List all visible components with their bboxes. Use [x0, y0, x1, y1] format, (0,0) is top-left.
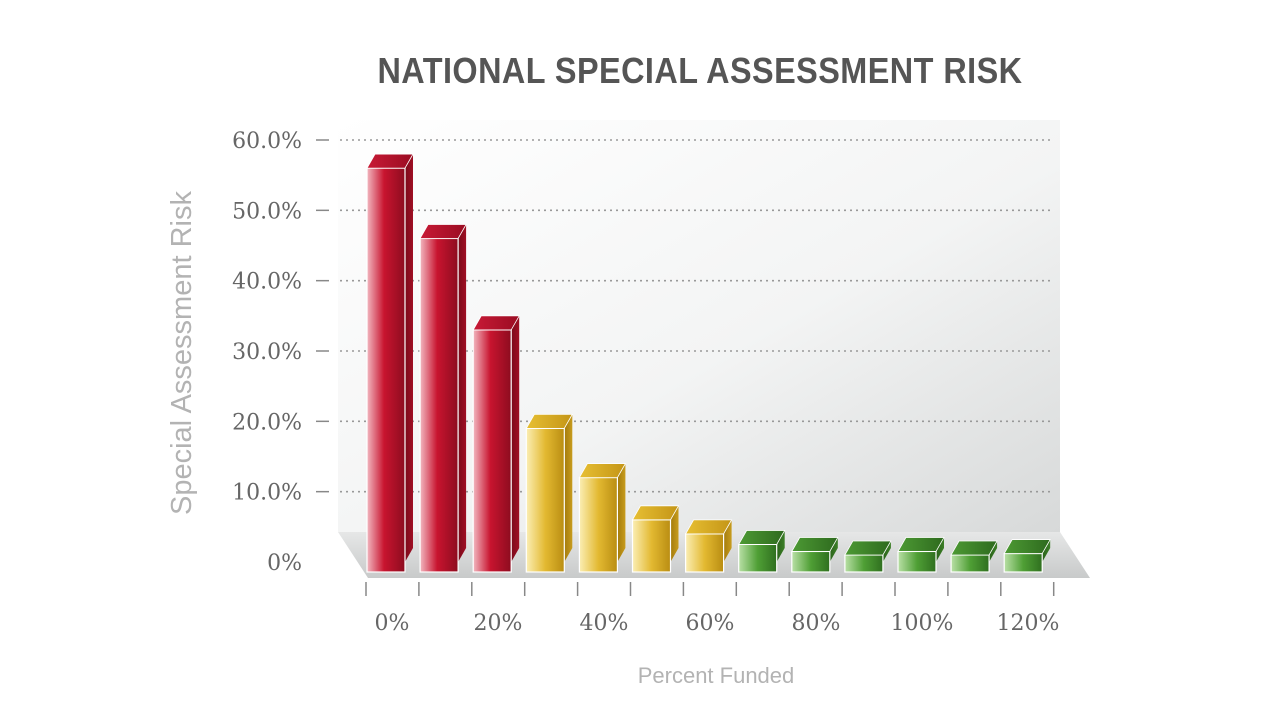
bar-side	[405, 154, 413, 562]
y-tick-label: 10.0%	[232, 481, 302, 506]
bar-front	[897, 550, 937, 573]
bar-top	[738, 530, 786, 545]
bar-side	[564, 414, 573, 562]
bar-side	[776, 530, 785, 562]
bar-front	[631, 519, 672, 573]
bar	[844, 540, 892, 573]
bar-front	[844, 554, 884, 573]
x-tick-label: 100%	[891, 611, 954, 636]
bar	[631, 505, 680, 573]
bar-front	[366, 167, 406, 573]
bar	[1003, 539, 1051, 573]
bar-top	[684, 519, 733, 535]
x-tick-label: 60%	[686, 611, 735, 636]
y-tick-label: 50.0%	[232, 199, 302, 224]
bar	[897, 537, 945, 573]
bar	[950, 540, 998, 573]
bar-top	[366, 153, 414, 169]
bar-front	[472, 329, 512, 573]
bar-top	[791, 537, 839, 552]
bar-side	[989, 540, 998, 562]
bar-side	[882, 540, 891, 562]
bar-front	[1003, 552, 1043, 573]
bar-top	[897, 537, 945, 552]
bar	[738, 530, 786, 573]
x-tick-label: 0%	[375, 611, 410, 636]
bar-front	[525, 427, 565, 573]
bar	[472, 315, 520, 573]
bar-side	[936, 537, 944, 562]
bar	[419, 224, 467, 573]
bar-side	[829, 537, 838, 562]
bar-front	[578, 477, 619, 573]
bar	[366, 153, 414, 573]
bar-front	[738, 543, 778, 573]
y-axis-label: Special Assessment Risk	[166, 191, 198, 515]
bar-top	[950, 540, 998, 556]
bar-side	[1042, 539, 1051, 562]
bar-front	[684, 533, 725, 573]
bar-top	[578, 463, 627, 479]
bar-top	[844, 540, 892, 556]
bar-side	[458, 224, 467, 562]
x-tick-label: 80%	[792, 611, 841, 636]
y-tick-label: 30.0%	[232, 340, 302, 365]
bar-top	[419, 224, 467, 239]
bar-side	[670, 505, 679, 562]
bar	[684, 519, 733, 573]
bar-front	[791, 550, 831, 573]
x-tick-label: 120%	[997, 611, 1060, 636]
bar	[525, 413, 573, 573]
y-tick-label: 0%	[267, 551, 302, 576]
bar-top	[631, 505, 680, 521]
x-tick-label: 20%	[474, 611, 523, 636]
x-tick-label: 40%	[580, 611, 629, 636]
bar-side	[511, 315, 520, 562]
bar-top	[1003, 539, 1051, 554]
bar	[578, 463, 627, 573]
chart-title: NATIONAL SPECIAL ASSESSMENT RISK	[377, 50, 1023, 91]
y-tick-label: 40.0%	[232, 270, 302, 295]
x-axis-label: Percent Funded	[638, 663, 795, 688]
bar	[791, 537, 839, 573]
bar-front	[950, 554, 990, 573]
bar-side	[617, 463, 626, 562]
bar-front	[419, 237, 459, 573]
bar-top	[472, 315, 520, 331]
y-tick-label: 20.0%	[232, 410, 302, 435]
bar-top	[525, 413, 573, 429]
y-tick-label: 60.0%	[232, 129, 302, 154]
